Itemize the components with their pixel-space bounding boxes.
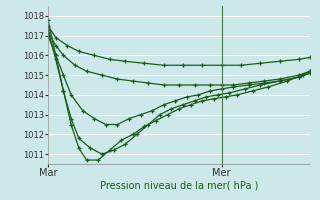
X-axis label: Pression niveau de la mer( hPa ): Pression niveau de la mer( hPa ) [100,181,258,191]
